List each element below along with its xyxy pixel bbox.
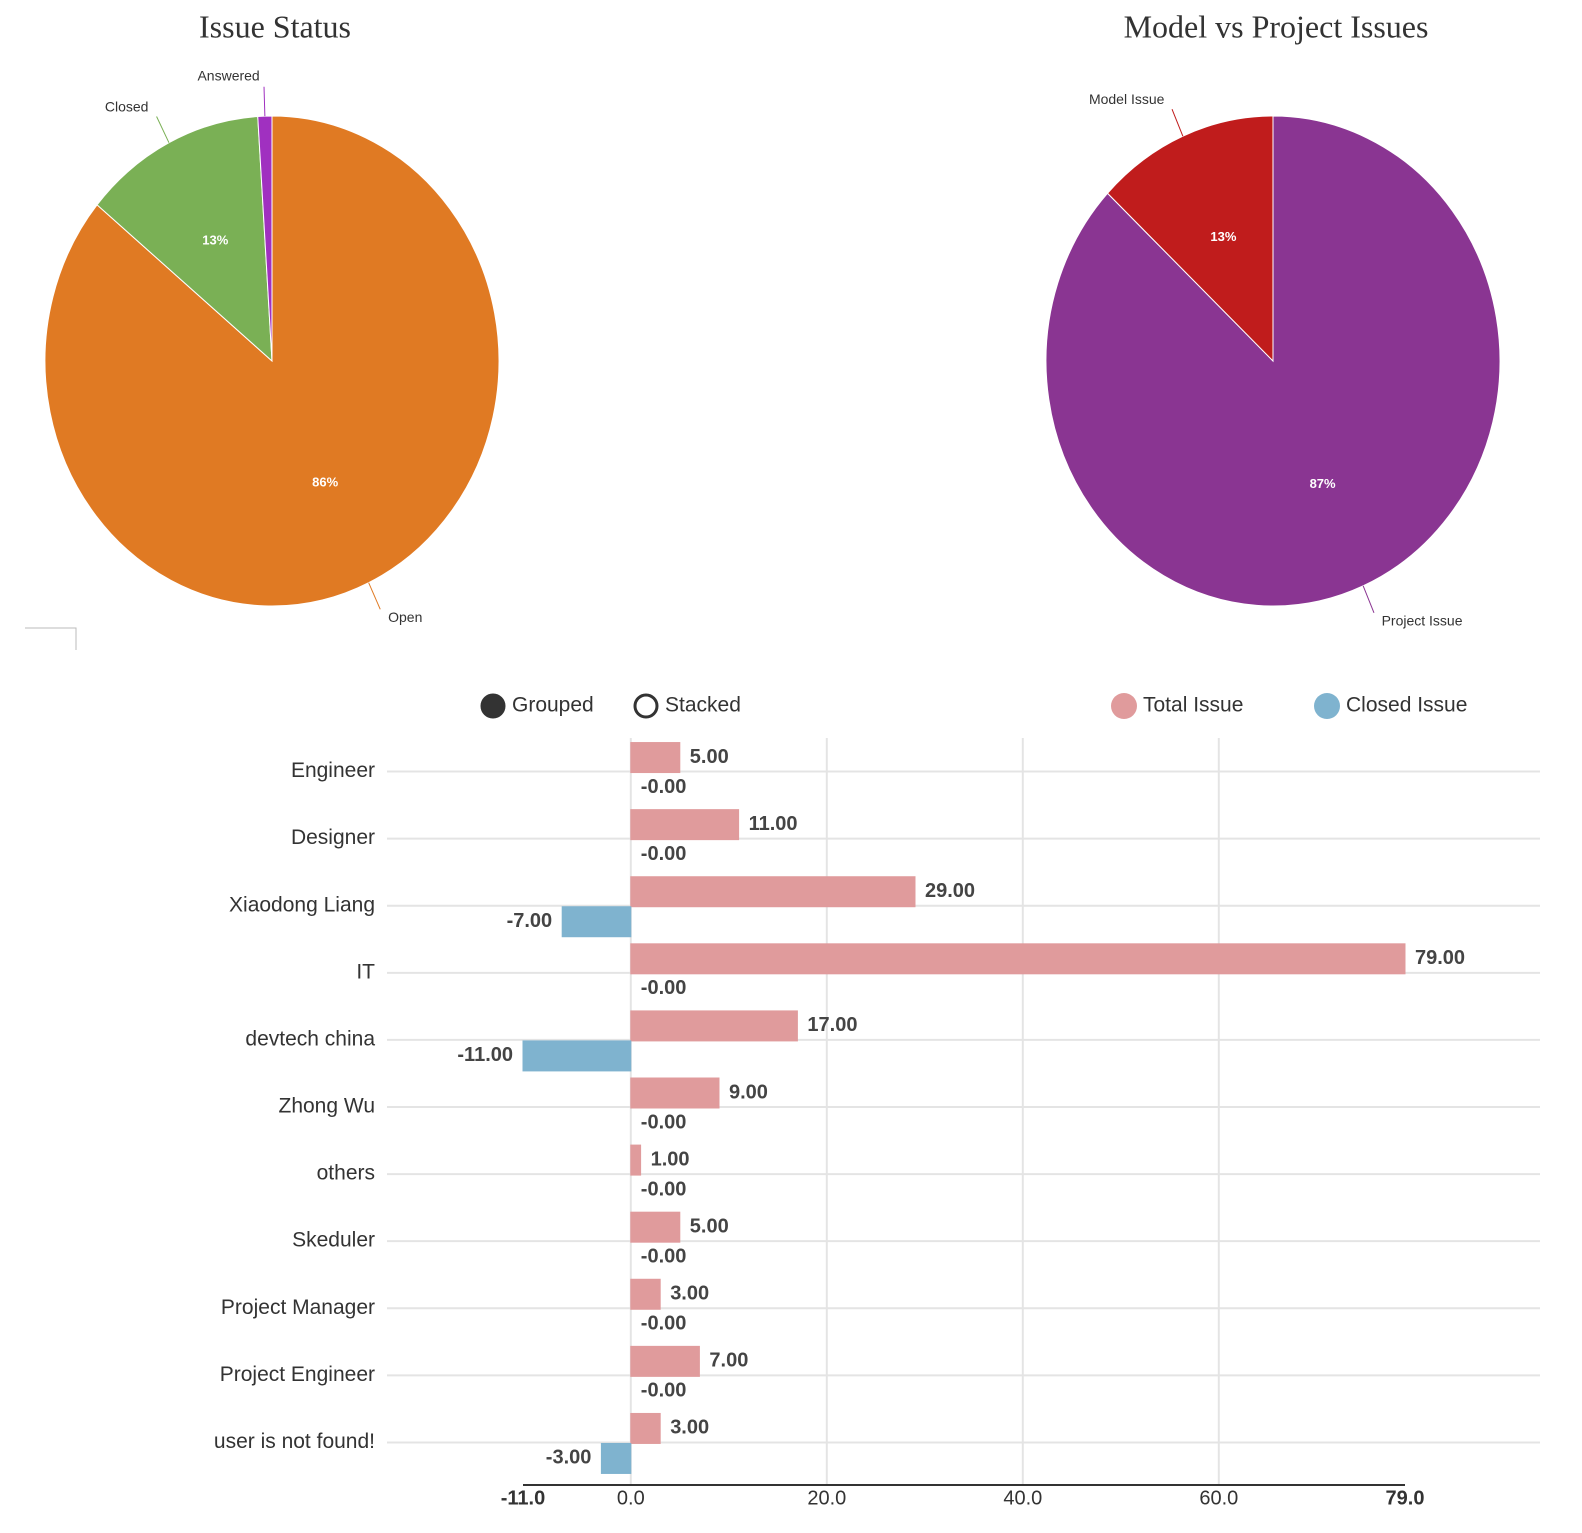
leader-line [263, 86, 266, 117]
y-tick-label: Project Engineer [220, 1363, 375, 1386]
value-label: -0.00 [641, 1380, 687, 1402]
value-label: -0.00 [641, 1111, 687, 1133]
value-label: -0.00 [641, 1313, 687, 1335]
y-tick-label: Project Manager [221, 1296, 375, 1319]
bar [630, 1412, 661, 1444]
bar [630, 1345, 700, 1377]
legend-swatch[interactable] [1314, 693, 1340, 719]
x-tick-label: 79.0 [1386, 1487, 1425, 1509]
mode-label[interactable]: Grouped [512, 694, 594, 717]
bar [630, 1278, 661, 1310]
y-tick-label: devtech china [245, 1027, 375, 1050]
leader-line [156, 116, 170, 143]
leader-line [1171, 108, 1184, 137]
value-label: 9.00 [729, 1081, 768, 1103]
value-label: -7.00 [507, 910, 553, 932]
y-tick-label: Xiaodong Liang [229, 893, 375, 916]
value-label: -0.00 [641, 776, 687, 798]
bar [561, 906, 632, 938]
bar [630, 1077, 720, 1109]
y-tick-label: user is not found! [214, 1430, 375, 1453]
slice-label: Answered [197, 68, 259, 84]
legend-label[interactable]: Closed Issue [1346, 694, 1467, 717]
chart-title: Model vs Project Issues [1124, 8, 1429, 44]
legend-swatch[interactable] [1111, 693, 1137, 719]
value-label: 7.00 [709, 1350, 748, 1372]
bar [630, 742, 681, 774]
slice-label: Open [388, 609, 422, 625]
x-tick-label: 0.0 [617, 1487, 645, 1509]
leader-line [1362, 585, 1375, 614]
y-tick-label: Designer [291, 826, 375, 849]
y-tick-label: IT [356, 960, 375, 983]
y-tick-label: Engineer [291, 759, 375, 782]
value-label: 5.00 [690, 746, 729, 768]
y-tick-label: Zhong Wu [279, 1095, 376, 1118]
value-label: -0.00 [641, 977, 687, 999]
value-label: -3.00 [546, 1447, 592, 1469]
slice-label: Closed [105, 98, 149, 114]
value-label: 11.00 [749, 813, 798, 835]
value-label: 3.00 [670, 1283, 709, 1305]
value-label: 5.00 [690, 1215, 729, 1237]
bar [630, 876, 916, 908]
value-label: 3.00 [670, 1417, 709, 1439]
value-label: -11.00 [457, 1044, 513, 1066]
bar [600, 1442, 632, 1474]
value-label: 79.00 [1415, 947, 1465, 969]
y-tick-label: others [317, 1162, 375, 1185]
bar [630, 809, 740, 841]
mode-radio[interactable] [633, 693, 659, 719]
x-tick-label: 20.0 [807, 1487, 846, 1509]
slice-value-label: 86% [312, 474, 338, 489]
bar [630, 1144, 642, 1176]
slice-value-label: 87% [1310, 476, 1336, 491]
legend-label[interactable]: Total Issue [1143, 694, 1243, 717]
resize-handle [25, 627, 77, 650]
chart-title: Issue Status [199, 8, 351, 44]
value-label: 29.00 [925, 880, 975, 902]
bar [522, 1040, 632, 1072]
slice-value-label: 13% [202, 232, 228, 247]
value-label: -0.00 [641, 1178, 687, 1200]
x-tick-label: -11.0 [501, 1487, 545, 1509]
value-label: -0.00 [641, 1245, 687, 1267]
bar [630, 943, 1406, 975]
x-tick-label: 60.0 [1199, 1487, 1238, 1509]
value-label: -0.00 [641, 843, 687, 865]
mode-radio[interactable] [480, 693, 506, 719]
mode-label[interactable]: Stacked [665, 694, 741, 717]
x-tick-label: 40.0 [1003, 1487, 1042, 1509]
leader-line [368, 582, 381, 610]
y-tick-label: Skeduler [292, 1229, 375, 1252]
slice-label: Model Issue [1089, 91, 1165, 107]
slice-label: Project Issue [1382, 613, 1463, 629]
bar [630, 1010, 798, 1042]
value-label: 17.00 [807, 1014, 857, 1036]
bar [630, 1211, 681, 1243]
value-label: 1.00 [651, 1148, 690, 1170]
slice-value-label: 13% [1210, 229, 1236, 244]
